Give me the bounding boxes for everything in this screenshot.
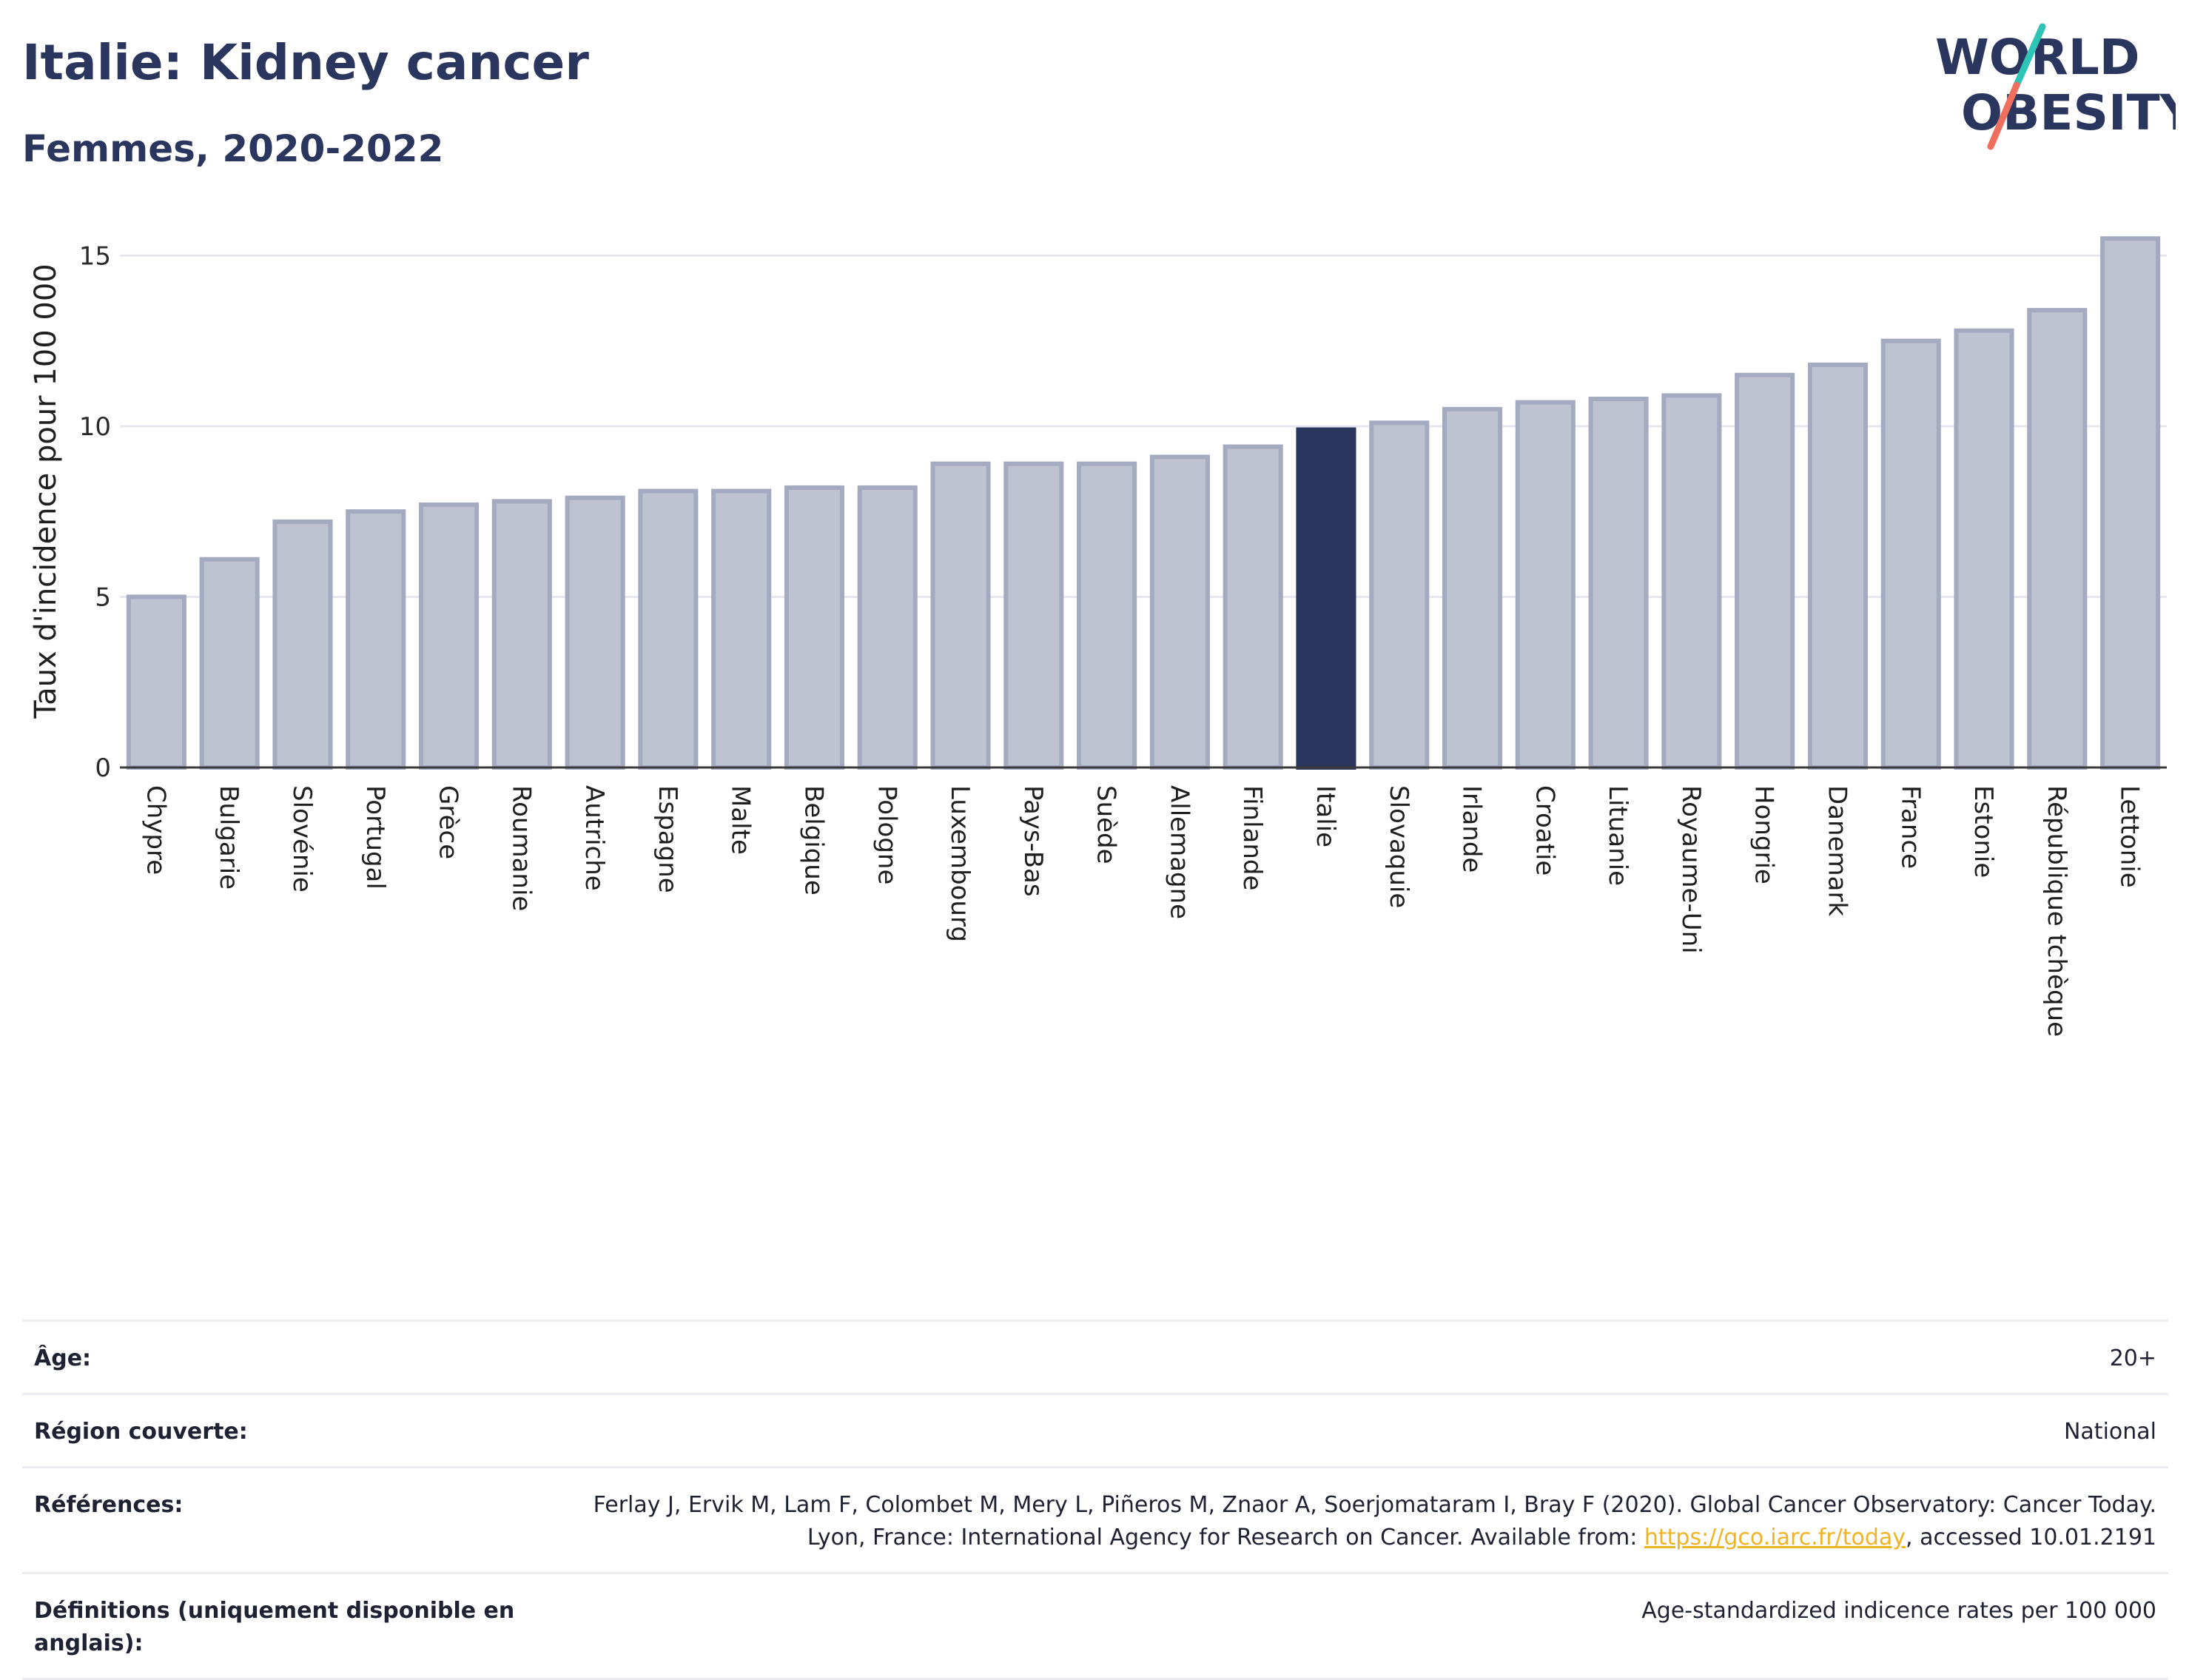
x-tick-label: Bulgarie (214, 785, 243, 890)
info-row-age: Âge: 20+ (22, 1320, 2168, 1393)
y-tick-label: 15 (79, 241, 111, 271)
x-tick-label: Pays-Bas (1018, 785, 1048, 897)
bar-danemark (1807, 362, 1869, 770)
bar-slovaquie (1369, 420, 1430, 770)
bar-r-publique-tch-que (2027, 308, 2088, 770)
x-tick-label: Finlande (1237, 785, 1267, 890)
bar-lituanie (1588, 397, 1649, 770)
x-tick-label: Slovaquie (1384, 785, 1413, 908)
x-tick-label: République tchèque (2042, 785, 2071, 1037)
info-value: Age-standardized indicence rates per 100… (1641, 1598, 2156, 1624)
x-tick-label: Chypre (141, 785, 170, 875)
reference-link[interactable]: https://gco.iarc.fr/today (1644, 1525, 1906, 1550)
x-tick-label: Autriche (579, 785, 609, 891)
bar-roumanie (491, 499, 552, 770)
bar-espagne (638, 488, 699, 770)
bar-belgique (784, 485, 845, 770)
info-row-region: Région couverte: National (22, 1393, 2168, 1466)
x-tick-label: Portugal (360, 785, 390, 890)
bar-croatie (1515, 400, 1576, 770)
x-tick-label: Hongrie (1749, 785, 1779, 884)
x-tick-label: Luxembourg (945, 785, 975, 942)
x-tick-label: Italie (1311, 785, 1340, 847)
bar-estonie (1954, 328, 2014, 770)
chart-title: Italie: Kidney cancer (22, 34, 589, 91)
x-tick-label: Royaume-Uni (1676, 785, 1706, 954)
bar-allemagne (1149, 454, 1210, 770)
bar-luxembourg (930, 461, 991, 770)
chart-subtitle: Femmes, 2020-2022 (22, 127, 444, 170)
bar-chart: 0 5 10 15 Taux d'incidence pour 100 000 Chypr… (29, 236, 2167, 1037)
info-label: Références: (34, 1492, 184, 1518)
reference-text: Ferlay J, Ervik M, Lam F, Colombet M, Me… (593, 1492, 2156, 1550)
x-tick-label: Estonie (1968, 785, 1998, 878)
info-label: Région couverte: (34, 1419, 248, 1445)
bar-irlande (1442, 406, 1503, 770)
reference-text-end: , accessed 10.01.2191 (1906, 1525, 2156, 1550)
bar-gr-ce (418, 502, 480, 770)
info-row-references: Références: Ferlay J, Ervik M, Lam F, Co… (22, 1466, 2168, 1572)
logo-slash-bottom (1987, 81, 2020, 150)
x-tick-label: Lituanie (1603, 785, 1632, 886)
info-row-definitions: Définitions (uniquement disponible en an… (22, 1572, 2168, 1680)
x-tick-label: Roumanie (506, 785, 536, 911)
x-tick-label: Espagne (653, 785, 682, 893)
bar-pays-bas (1003, 461, 1064, 770)
logo-slash-top (2013, 23, 2046, 89)
info-value: 20+ (2109, 1345, 2156, 1371)
bar-autriche (565, 495, 625, 770)
bar-finlande (1223, 444, 1283, 770)
info-value-references: Ferlay J, Ervik M, Lam F, Colombet M, Me… (565, 1489, 2156, 1554)
bar-bulgarie (199, 557, 260, 770)
x-tick-label: Belgique (798, 785, 828, 896)
x-tick-label: Grèce (434, 785, 463, 859)
info-label: Âge: (34, 1345, 92, 1371)
x-tick-label: France (1895, 785, 1925, 869)
x-tick-label: Danemark (1822, 785, 1852, 916)
y-axis-label: Taux d'incidence pour 100 000 (29, 263, 63, 719)
bar-malte (711, 488, 772, 770)
bar-slov-nie (272, 520, 333, 770)
y-tick-label: 10 (79, 412, 111, 442)
bar-hongrie (1735, 372, 1795, 770)
x-tick-label: Slovénie (287, 785, 317, 893)
x-tick-label: Croatie (1530, 785, 1559, 876)
x-tick-label: Lettonie (2115, 785, 2145, 888)
info-value: National (2063, 1419, 2156, 1445)
bar-france (1880, 338, 1941, 770)
info-table: Âge: 20+ Région couverte: National Référ… (22, 1320, 2168, 1680)
x-tick-label: Suède (1092, 785, 1121, 864)
y-tick-label: 5 (95, 582, 111, 612)
bar-royaume-uni (1661, 393, 1722, 770)
y-tick-label: 0 (95, 753, 111, 783)
info-label: Définitions (uniquement disponible en an… (34, 1598, 515, 1656)
x-tick-label: Pologne (872, 785, 901, 884)
bar-chypre (126, 594, 186, 770)
x-tick-label: Irlande (1457, 785, 1487, 873)
bar-lettonie (2100, 236, 2161, 770)
x-tick-label: Allemagne (1164, 785, 1194, 919)
world-obesity-logo: WORLD OBESITY (1935, 23, 2176, 150)
bar-pologne (857, 485, 918, 770)
bar-italie (1296, 427, 1356, 770)
bar-portugal (346, 509, 406, 770)
x-tick-label: Malte (726, 785, 756, 855)
bar-su-de (1077, 461, 1137, 770)
